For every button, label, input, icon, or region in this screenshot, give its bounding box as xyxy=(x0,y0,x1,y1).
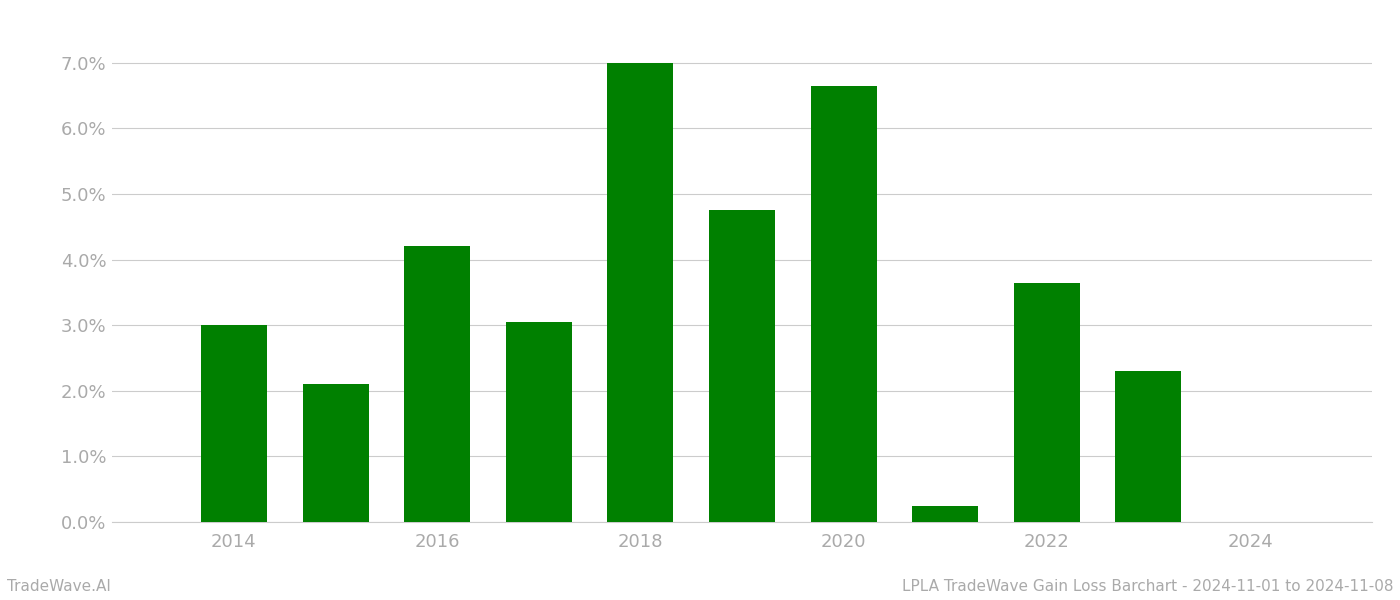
Text: TradeWave.AI: TradeWave.AI xyxy=(7,579,111,594)
Bar xyxy=(608,63,673,522)
Bar xyxy=(1116,371,1182,522)
Bar xyxy=(505,322,571,522)
Bar xyxy=(811,86,876,522)
Bar xyxy=(405,247,470,522)
Text: LPLA TradeWave Gain Loss Barchart - 2024-11-01 to 2024-11-08: LPLA TradeWave Gain Loss Barchart - 2024… xyxy=(902,579,1393,594)
Bar xyxy=(708,211,776,522)
Bar xyxy=(202,325,267,522)
Bar xyxy=(1014,283,1079,522)
Bar xyxy=(913,506,979,522)
Bar xyxy=(302,384,368,522)
